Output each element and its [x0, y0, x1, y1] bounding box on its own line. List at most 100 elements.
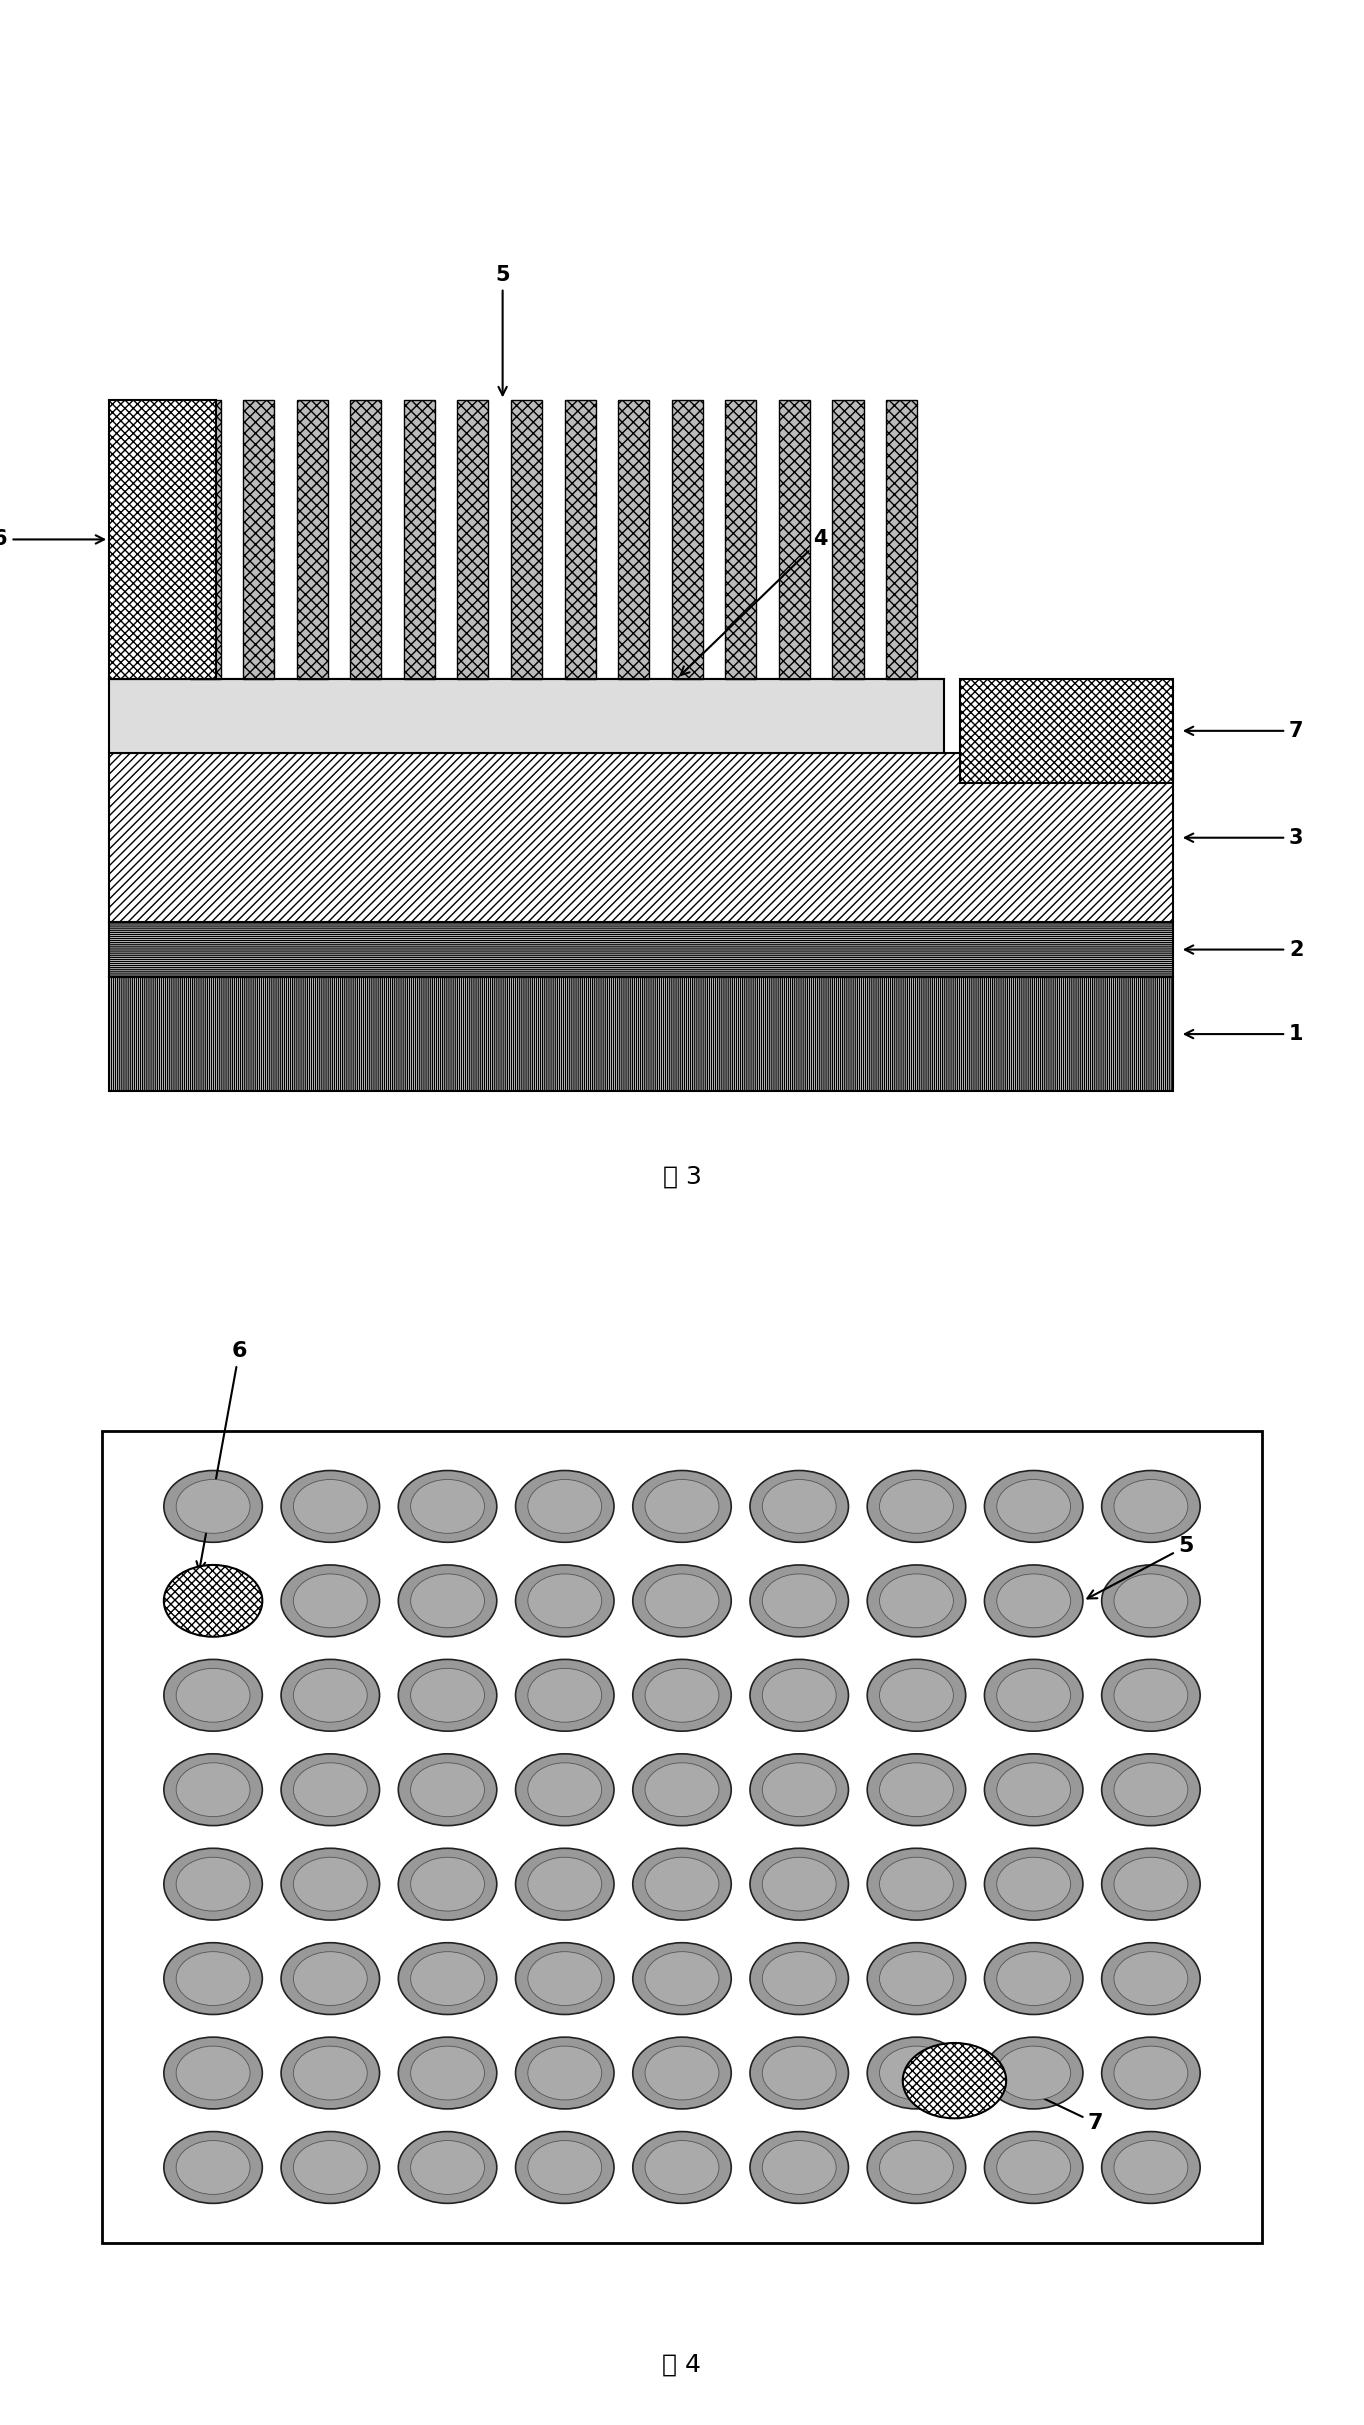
Ellipse shape: [985, 1564, 1083, 1637]
Ellipse shape: [398, 1564, 496, 1637]
Ellipse shape: [281, 1942, 379, 2015]
Text: 2: 2: [1185, 938, 1304, 960]
Ellipse shape: [398, 2037, 496, 2110]
Ellipse shape: [398, 1753, 496, 1826]
Ellipse shape: [985, 1848, 1083, 1921]
Text: 5: 5: [1087, 1537, 1194, 1598]
Ellipse shape: [1102, 1659, 1200, 1731]
Ellipse shape: [1114, 1668, 1188, 1722]
Ellipse shape: [880, 1668, 953, 1722]
Ellipse shape: [762, 2047, 836, 2100]
Ellipse shape: [633, 1659, 731, 1731]
Ellipse shape: [176, 1858, 250, 1911]
Text: 图 3: 图 3: [663, 1164, 701, 1188]
Ellipse shape: [176, 1952, 250, 2005]
Ellipse shape: [411, 1763, 484, 1816]
Ellipse shape: [750, 1848, 848, 1921]
Ellipse shape: [645, 1668, 719, 1722]
Ellipse shape: [997, 1858, 1071, 1911]
Ellipse shape: [516, 2132, 614, 2204]
Ellipse shape: [985, 1942, 1083, 2015]
Ellipse shape: [762, 1479, 836, 1533]
Ellipse shape: [645, 2141, 719, 2195]
Ellipse shape: [880, 2047, 953, 2100]
Ellipse shape: [997, 2141, 1071, 2195]
Ellipse shape: [516, 1848, 614, 1921]
Ellipse shape: [176, 2141, 250, 2195]
Bar: [887, 400, 917, 679]
Ellipse shape: [1114, 1574, 1188, 1627]
Ellipse shape: [411, 1668, 484, 1722]
Ellipse shape: [1114, 1763, 1188, 1816]
Bar: [109, 400, 216, 679]
Bar: [457, 400, 488, 679]
Bar: [109, 977, 1173, 1091]
Ellipse shape: [281, 2132, 379, 2204]
Ellipse shape: [645, 1479, 719, 1533]
Text: 7: 7: [1185, 720, 1304, 740]
Ellipse shape: [528, 1858, 602, 1911]
Ellipse shape: [281, 2037, 379, 2110]
Ellipse shape: [176, 1668, 250, 1722]
Ellipse shape: [985, 1659, 1083, 1731]
Ellipse shape: [1114, 1479, 1188, 1533]
Bar: [779, 400, 810, 679]
Ellipse shape: [997, 1574, 1071, 1627]
Ellipse shape: [762, 1952, 836, 2005]
Ellipse shape: [645, 2047, 719, 2100]
Ellipse shape: [516, 1659, 614, 1731]
Ellipse shape: [528, 1763, 602, 1816]
Ellipse shape: [645, 1763, 719, 1816]
Ellipse shape: [880, 2141, 953, 2195]
Text: 6: 6: [0, 529, 104, 550]
Ellipse shape: [997, 1479, 1071, 1533]
Ellipse shape: [176, 1763, 250, 1816]
Ellipse shape: [411, 1479, 484, 1533]
Bar: [297, 400, 327, 679]
Ellipse shape: [762, 1574, 836, 1627]
Bar: [351, 400, 382, 679]
Text: 3: 3: [1185, 827, 1304, 849]
Bar: [960, 679, 1173, 783]
Bar: [565, 400, 596, 679]
Ellipse shape: [868, 1470, 966, 1542]
Ellipse shape: [750, 2037, 848, 2110]
Ellipse shape: [868, 1942, 966, 2015]
Text: 4: 4: [681, 529, 828, 674]
Ellipse shape: [985, 2037, 1083, 2110]
Ellipse shape: [281, 1848, 379, 1921]
Ellipse shape: [516, 1942, 614, 2015]
Ellipse shape: [762, 2141, 836, 2195]
Ellipse shape: [1102, 1848, 1200, 1921]
Ellipse shape: [880, 1574, 953, 1627]
Ellipse shape: [868, 1659, 966, 1731]
Bar: [404, 400, 435, 679]
Text: 6: 6: [196, 1341, 247, 1571]
Ellipse shape: [1114, 1952, 1188, 2005]
Ellipse shape: [411, 2047, 484, 2100]
Ellipse shape: [293, 1763, 367, 1816]
Ellipse shape: [997, 1668, 1071, 1722]
Bar: [243, 400, 274, 679]
Ellipse shape: [633, 1564, 731, 1637]
Ellipse shape: [293, 2141, 367, 2195]
Ellipse shape: [176, 1479, 250, 1533]
Ellipse shape: [1102, 1564, 1200, 1637]
Ellipse shape: [997, 1952, 1071, 2005]
Ellipse shape: [868, 1753, 966, 1826]
Ellipse shape: [528, 2141, 602, 2195]
Ellipse shape: [398, 2132, 496, 2204]
Ellipse shape: [868, 2037, 966, 2110]
Bar: [109, 679, 944, 754]
Ellipse shape: [528, 2047, 602, 2100]
Ellipse shape: [411, 1858, 484, 1911]
Ellipse shape: [398, 1848, 496, 1921]
Ellipse shape: [633, 1753, 731, 1826]
Ellipse shape: [1102, 1942, 1200, 2015]
Ellipse shape: [176, 2047, 250, 2100]
Bar: [109, 922, 1173, 977]
Ellipse shape: [411, 1574, 484, 1627]
Ellipse shape: [880, 1858, 953, 1911]
Ellipse shape: [762, 1668, 836, 1722]
Ellipse shape: [750, 1753, 848, 1826]
